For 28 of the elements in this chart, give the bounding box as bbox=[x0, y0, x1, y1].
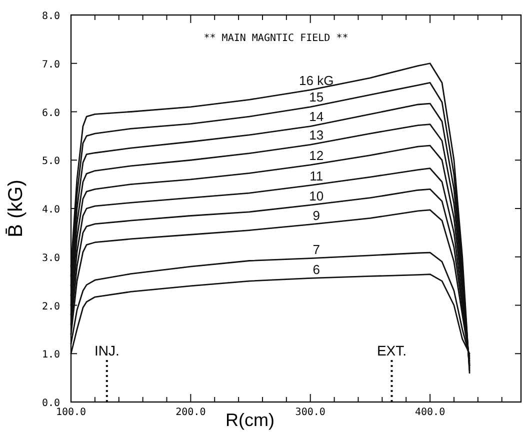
series-label: 14 bbox=[309, 109, 324, 124]
y-tick-label: 8.0 bbox=[42, 11, 60, 22]
ref-line-label: INJ. bbox=[94, 342, 120, 358]
y-tick-label: 4.0 bbox=[42, 204, 60, 216]
series-label: 7 bbox=[312, 242, 320, 258]
series-label: 11 bbox=[310, 168, 324, 184]
y-tick-label: 5.0 bbox=[42, 156, 60, 168]
text: ** MAIN MAGNTIC FIELD ** bbox=[204, 33, 348, 44]
y-tick-label: 6.0 bbox=[42, 108, 60, 119]
series-label: 9 bbox=[312, 208, 320, 223]
x-tick-label: 300.0 bbox=[295, 407, 326, 418]
ref-line-label: EXT. bbox=[376, 342, 407, 358]
series-label: 12 bbox=[309, 148, 324, 163]
x-tick-label: 100.0 bbox=[56, 407, 86, 418]
y-tick-label: 1.0 bbox=[42, 350, 60, 361]
series-label: 6 bbox=[312, 262, 320, 277]
x-axis-title: R(cm) bbox=[226, 410, 274, 430]
y-tick-label: 0.0 bbox=[42, 398, 60, 409]
y-axis-title: B̄ (kG) bbox=[4, 180, 27, 238]
x-tick-label: 400.0 bbox=[414, 407, 446, 418]
series-label: 15 bbox=[309, 90, 324, 105]
y-tick-label: 2.0 bbox=[42, 301, 60, 312]
y-tick-label: 3.0 bbox=[42, 252, 60, 264]
series-label: 13 bbox=[309, 128, 324, 143]
series-label: 16 kG bbox=[299, 72, 334, 88]
y-tick-label: 7.0 bbox=[42, 59, 60, 70]
series-label: 10 bbox=[309, 188, 324, 204]
x-tick-label: 200.0 bbox=[176, 407, 206, 418]
